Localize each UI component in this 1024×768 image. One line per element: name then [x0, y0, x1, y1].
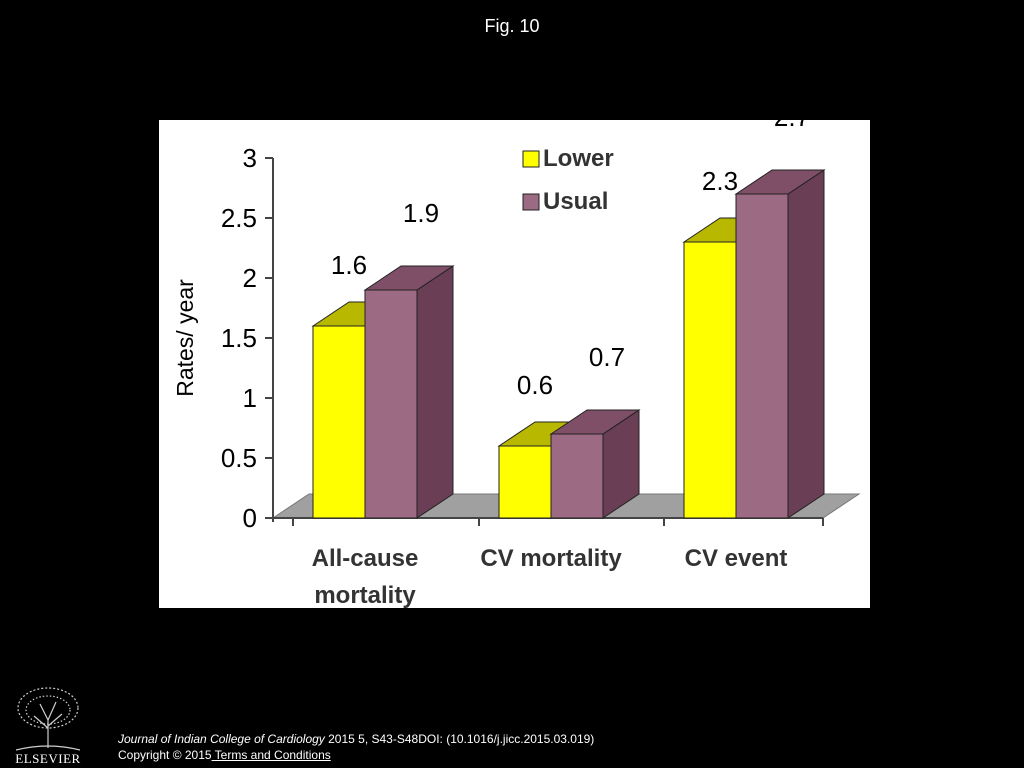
elsevier-logo-text: ELSEVIER: [15, 751, 80, 766]
x-tick-label: mortality: [314, 582, 416, 608]
y-tick-label: 2.5: [221, 203, 257, 233]
bar-front: [364, 289, 418, 519]
x-tick-label: All-cause: [312, 545, 419, 572]
y-axis-label: Rates/ year: [172, 279, 198, 397]
bars: [311, 169, 826, 519]
elsevier-logo: ELSEVIER: [8, 680, 88, 766]
bar-front: [735, 193, 789, 519]
terms-link[interactable]: Terms and Conditions: [211, 748, 331, 762]
y-tick-label: 1: [243, 383, 257, 413]
citation: Journal of Indian College of Cardiology …: [118, 731, 594, 763]
legend: Lower Usual: [522, 145, 614, 215]
data-label: 1.9: [403, 198, 439, 228]
y-tick-label: 3: [243, 143, 257, 173]
citation-details: 2015 5, S43-S48DOI: (10.1016/j.jicc.2015…: [324, 732, 595, 746]
x-tick-label: CV mortality: [480, 545, 622, 572]
journal-name: Journal of Indian College of Cardiology: [118, 732, 325, 746]
y-tick-label: 0.5: [221, 443, 257, 473]
data-label: 0.6: [517, 370, 553, 400]
copyright-text: Copyright © 2015: [118, 748, 212, 762]
data-label: 1.6: [331, 250, 367, 280]
bar-front: [550, 433, 604, 519]
bar-usual-0: [363, 265, 455, 519]
data-label: 0.7: [589, 342, 625, 372]
legend-label: Usual: [543, 188, 608, 215]
bar-usual-2: [734, 169, 826, 519]
data-label: 2.7: [774, 120, 810, 132]
x-tick-label: CV event: [685, 545, 788, 572]
legend-item-lower: Lower: [522, 145, 614, 172]
bar-front: [498, 445, 552, 519]
copyright-line: Copyright © 2015 Terms and Conditions: [118, 747, 594, 763]
legend-swatch: [522, 150, 540, 168]
x-axis-categories: All-cause mortality CV mortality CV event: [312, 545, 788, 608]
bar-usual-1: [549, 409, 641, 519]
legend-swatch: [522, 193, 540, 211]
bar-front: [312, 325, 366, 519]
data-labels: 1.6 1.9 0.6 0.7 2.3 2.7: [331, 120, 810, 400]
y-tick-label: 2: [243, 263, 257, 293]
tree-icon: [15, 687, 81, 751]
bar-side: [787, 169, 825, 519]
bar-front: [683, 241, 737, 519]
y-tick-label: 1.5: [221, 323, 257, 353]
y-tick-label: 0: [243, 503, 257, 533]
figure-title: Fig. 10: [484, 16, 540, 36]
chart-panel: 0 0.5 1 1.5 2 2.5 3 1.6 1.9 0.6 0.7 2.3 2.7 All-cau…: [159, 120, 870, 608]
bar-chart: 0 0.5 1 1.5 2 2.5 3 1.6 1.9 0.6 0.7 2.3 2.7 All-cau…: [172, 120, 861, 608]
legend-item-usual: Usual: [522, 188, 608, 215]
legend-label: Lower: [543, 145, 614, 172]
citation-line: Journal of Indian College of Cardiology …: [118, 731, 594, 747]
data-label: 2.3: [702, 166, 738, 196]
bar-side: [416, 265, 454, 519]
